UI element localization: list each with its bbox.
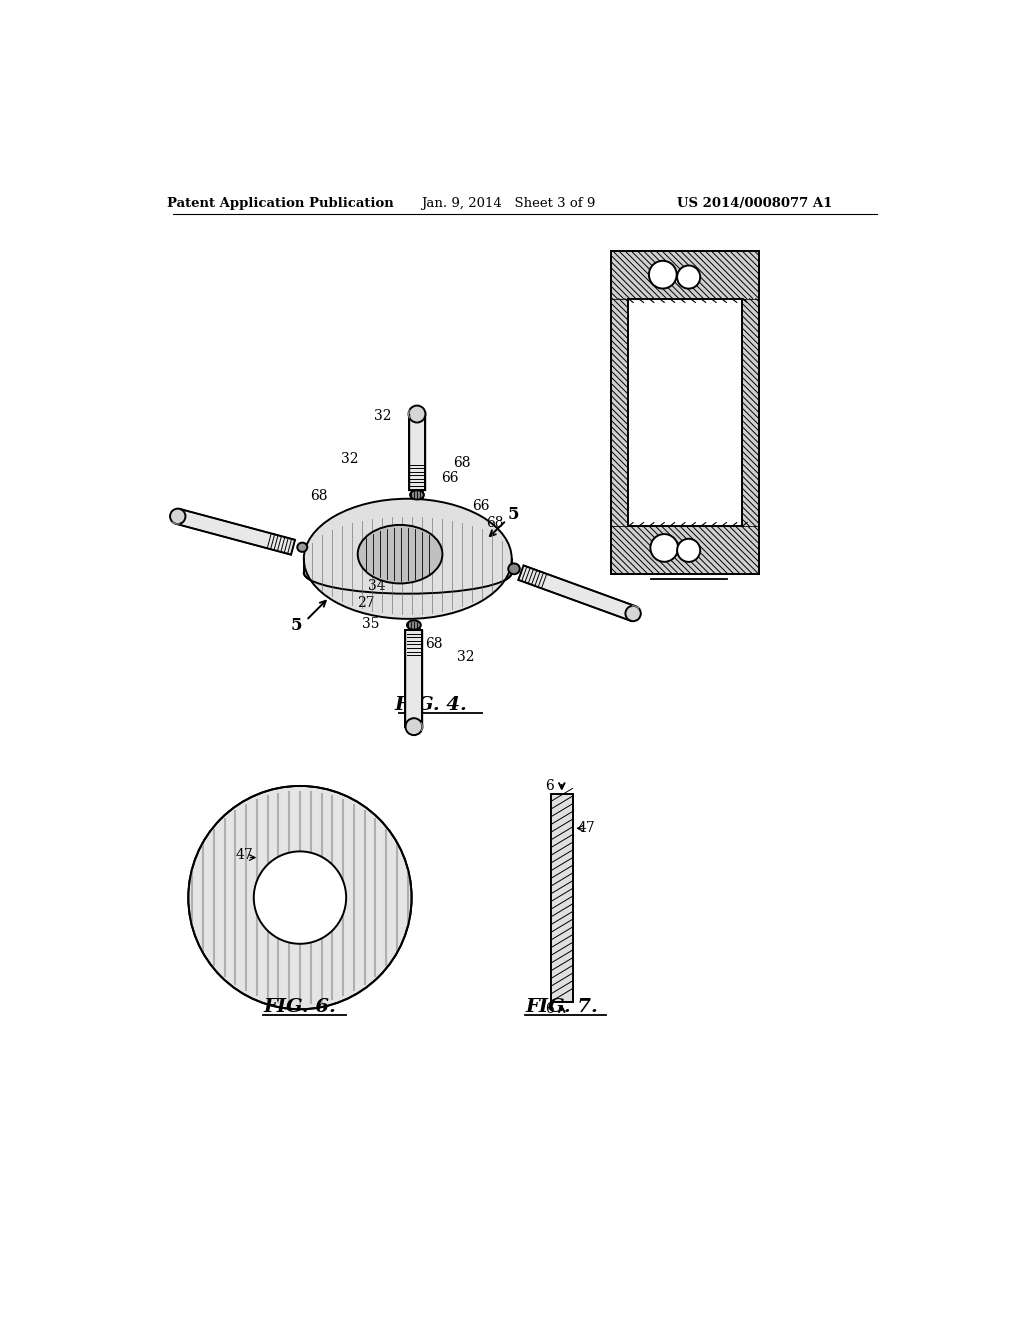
Text: 37a: 37a	[712, 483, 738, 496]
Text: 68: 68	[425, 636, 442, 651]
Text: 32: 32	[375, 409, 392, 424]
Text: 6: 6	[545, 1002, 554, 1016]
Ellipse shape	[297, 543, 307, 552]
Bar	[611, 251, 759, 298]
Text: 66: 66	[656, 276, 674, 290]
Text: 68: 68	[486, 516, 504, 531]
Text: 66: 66	[472, 499, 489, 513]
Bar	[742, 298, 759, 527]
Text: 32: 32	[457, 651, 474, 664]
Text: 37a: 37a	[712, 375, 738, 388]
Circle shape	[406, 718, 422, 735]
Text: FIG. 5.: FIG. 5.	[648, 561, 721, 579]
Circle shape	[677, 539, 700, 562]
Polygon shape	[409, 414, 425, 490]
Polygon shape	[176, 510, 295, 554]
Text: 6: 6	[545, 779, 554, 793]
Text: Patent Application Publication: Patent Application Publication	[167, 197, 394, 210]
Ellipse shape	[357, 525, 442, 583]
Bar	[628, 298, 742, 527]
Text: 68: 68	[453, 455, 470, 470]
Text: 32: 32	[341, 451, 358, 466]
Text: Jan. 9, 2014   Sheet 3 of 9: Jan. 9, 2014 Sheet 3 of 9	[421, 197, 595, 210]
Polygon shape	[518, 565, 636, 620]
Text: FIG. 6.: FIG. 6.	[263, 998, 336, 1016]
Text: 34: 34	[641, 411, 658, 425]
Bar	[611, 251, 759, 574]
Text: 35: 35	[634, 370, 651, 383]
Circle shape	[626, 606, 641, 622]
Bar	[611, 251, 759, 574]
Text: US 2014/0008077 A1: US 2014/0008077 A1	[677, 197, 831, 210]
Text: FIG. 7.: FIG. 7.	[525, 998, 598, 1016]
Text: 68: 68	[309, 488, 328, 503]
Ellipse shape	[304, 552, 512, 594]
Text: 47: 47	[236, 849, 253, 862]
Text: 66: 66	[656, 529, 674, 543]
Ellipse shape	[410, 490, 424, 499]
Circle shape	[649, 261, 677, 289]
Text: 5: 5	[291, 618, 302, 635]
Text: 34: 34	[369, 578, 386, 593]
Ellipse shape	[407, 620, 421, 630]
Text: FIG. 4.: FIG. 4.	[394, 696, 467, 714]
Bar	[611, 298, 628, 527]
Circle shape	[677, 265, 700, 289]
Text: 37b: 37b	[698, 276, 725, 290]
Text: 35: 35	[362, 618, 380, 631]
Circle shape	[188, 785, 412, 1010]
Text: 5: 5	[508, 506, 519, 523]
Text: 27: 27	[356, 597, 374, 610]
Ellipse shape	[508, 564, 520, 574]
Text: 35: 35	[716, 429, 734, 442]
Polygon shape	[406, 631, 422, 726]
Bar	[611, 527, 759, 574]
Circle shape	[170, 508, 185, 524]
Ellipse shape	[304, 499, 512, 619]
Text: 37b: 37b	[698, 529, 725, 543]
Text: 47: 47	[578, 821, 595, 836]
Text: 27: 27	[715, 313, 732, 327]
Circle shape	[409, 405, 425, 422]
Circle shape	[650, 535, 678, 562]
Circle shape	[254, 851, 346, 944]
Text: 66: 66	[441, 471, 459, 484]
Bar	[551, 793, 572, 1002]
